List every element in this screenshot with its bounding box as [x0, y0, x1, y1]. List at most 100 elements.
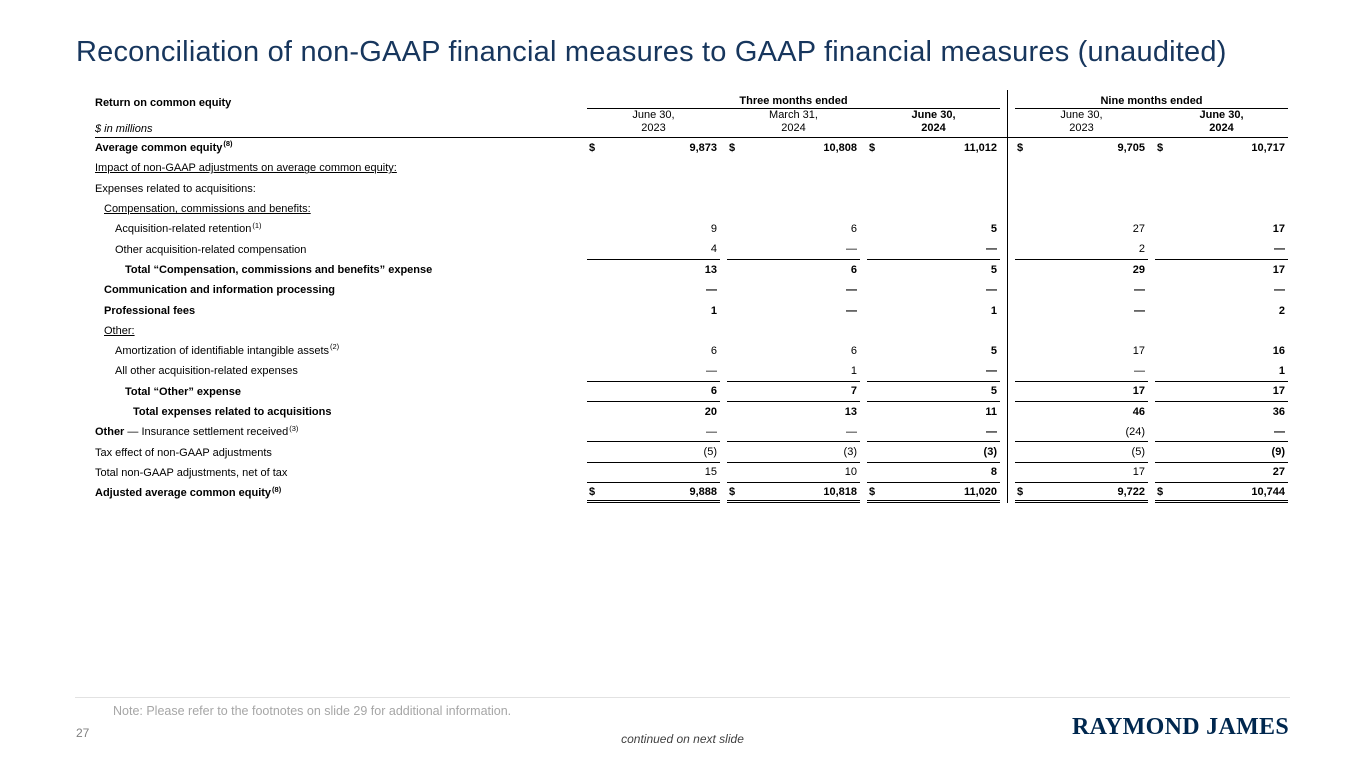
row-label-text: Compensation, commissions and benefits: [104, 203, 311, 216]
value-number: 29 [1132, 263, 1145, 276]
value-cell [1155, 158, 1288, 178]
value-number: 6 [710, 345, 717, 358]
dollar-sign: $ [589, 485, 596, 498]
value-cell: — [1155, 422, 1288, 443]
value-cell: 15 [587, 463, 720, 484]
section-divider [1007, 259, 1008, 281]
value-number: 20 [704, 406, 717, 418]
dollar-sign: $ [1157, 142, 1164, 155]
value-cell: (3) [727, 442, 860, 463]
date-cell: June 30, 2023 [1015, 109, 1148, 137]
value-number: 27 [1132, 223, 1145, 236]
row-label-text: Total “Compensation, commissions and ben… [125, 263, 433, 276]
value-cell [867, 179, 1000, 199]
value-cell: $11,012 [867, 138, 1000, 158]
value-number: 9 [710, 223, 717, 236]
row-label-text: All other acquisition-related expenses [115, 365, 298, 378]
value-number: — [1274, 284, 1285, 297]
section-divider [1007, 381, 1008, 402]
section-divider [1007, 340, 1008, 362]
footnote-marker: (8) [272, 484, 282, 494]
value-cell: 2 [1015, 239, 1148, 260]
value-cell: 27 [1015, 219, 1148, 239]
value-number: 9,873 [689, 142, 717, 155]
value-cell: — [867, 361, 1000, 382]
value-cell: $10,808 [727, 138, 860, 158]
value-number: 13 [844, 406, 857, 418]
date-cell: June 30, 2024 [1155, 109, 1288, 137]
value-number: — [1274, 243, 1285, 256]
row-label-bold-prefix: Other [95, 426, 125, 439]
row-label-text: Amortization of identifiable intangible … [115, 342, 340, 358]
section-divider [1007, 138, 1008, 159]
value-cell: (24) [1015, 422, 1148, 443]
slide-title: Reconciliation of non-GAAP financial mea… [76, 36, 1227, 68]
row-label-text: Other — Insurance settlement received(3) [95, 423, 299, 439]
dollar-sign: $ [869, 485, 876, 498]
value-cell: 1 [587, 300, 720, 320]
dollar-sign: $ [729, 485, 736, 498]
dollar-sign: $ [729, 142, 736, 155]
date-cell: June 30, 2024 [867, 109, 1000, 137]
table-row: Professional fees 1 — 1 — 2 [95, 300, 1288, 321]
value-cell: 5 [867, 260, 1000, 280]
table-row: Total “Other” expense 6 7 5 17 17 [95, 381, 1288, 402]
table-row: All other acquisition-related expenses — 1… [95, 361, 1288, 382]
footnote-marker: (2) [330, 342, 340, 352]
value-number: (5) [1131, 446, 1145, 459]
value-cell [1155, 321, 1288, 341]
footnote-marker: (3) [289, 423, 299, 433]
row-label-text: Average common equity(8) [95, 139, 233, 155]
row-label: Other: [95, 325, 580, 337]
value-number: 6 [710, 385, 717, 398]
value-cell [587, 158, 720, 178]
row-label-text: Total non-GAAP adjustments, net of tax [95, 466, 288, 479]
value-cell: — [867, 280, 1000, 300]
value-cell: 20 [587, 402, 720, 422]
value-number: 11,012 [963, 142, 997, 155]
value-number: 5 [990, 345, 997, 358]
row-label-text: Expenses related to acquisitions: [95, 182, 256, 195]
value-cell: — [867, 239, 1000, 260]
value-number: — [846, 425, 857, 438]
value-number: 1 [710, 304, 717, 317]
row-label: Compensation, commissions and benefits: [95, 203, 580, 215]
value-number: — [986, 364, 997, 377]
table-row: Average common equity(8) $9,873 $10,808 $11… [95, 138, 1288, 159]
row-label: Total “Other” expense [95, 386, 580, 398]
value-number: 9,705 [1117, 142, 1145, 155]
dollar-sign: $ [1157, 485, 1164, 498]
column-group-three-months: Three months ended [587, 95, 1000, 109]
row-label: Tax effect of non-GAAP adjustments [95, 447, 580, 459]
value-cell [1015, 158, 1148, 178]
value-cell: 9 [587, 219, 720, 239]
row-label: Other — Insurance settlement received(3) [95, 423, 580, 439]
table-row: Other — Insurance settlement received(3)… [95, 422, 1288, 443]
value-cell: 46 [1015, 402, 1148, 422]
value-number: (3) [843, 446, 857, 459]
value-cell: 13 [727, 402, 860, 422]
value-cell: 6 [727, 341, 860, 361]
row-label: Average common equity(8) [95, 139, 580, 155]
date-line2: 2023 [1069, 121, 1094, 134]
section-divider [1007, 320, 1008, 341]
value-cell: 4 [587, 239, 720, 260]
row-label-text: Communication and information processing [104, 284, 336, 297]
date-line1: June 30, [632, 108, 675, 121]
value-cell: 13 [587, 260, 720, 280]
value-number: 6 [850, 223, 857, 236]
row-label-text: Other: [104, 324, 135, 337]
value-number: 17 [1132, 345, 1145, 358]
value-number: (24) [1125, 425, 1145, 438]
value-number: 11,020 [963, 485, 997, 498]
value-number: (9) [1271, 446, 1285, 459]
value-number: 11 [985, 406, 997, 418]
row-label-text: Tax effect of non-GAAP adjustments [95, 446, 272, 459]
value-cell: 1 [727, 361, 860, 382]
date-line2: 2023 [641, 121, 666, 134]
value-cell: $9,722 [1015, 483, 1148, 504]
row-label-text: Adjusted average common equity(8) [95, 484, 282, 500]
footer-divider [75, 697, 1290, 698]
row-label: Total expenses related to acquisitions [95, 406, 580, 418]
table-row: Expenses related to acquisitions: [95, 178, 1288, 199]
